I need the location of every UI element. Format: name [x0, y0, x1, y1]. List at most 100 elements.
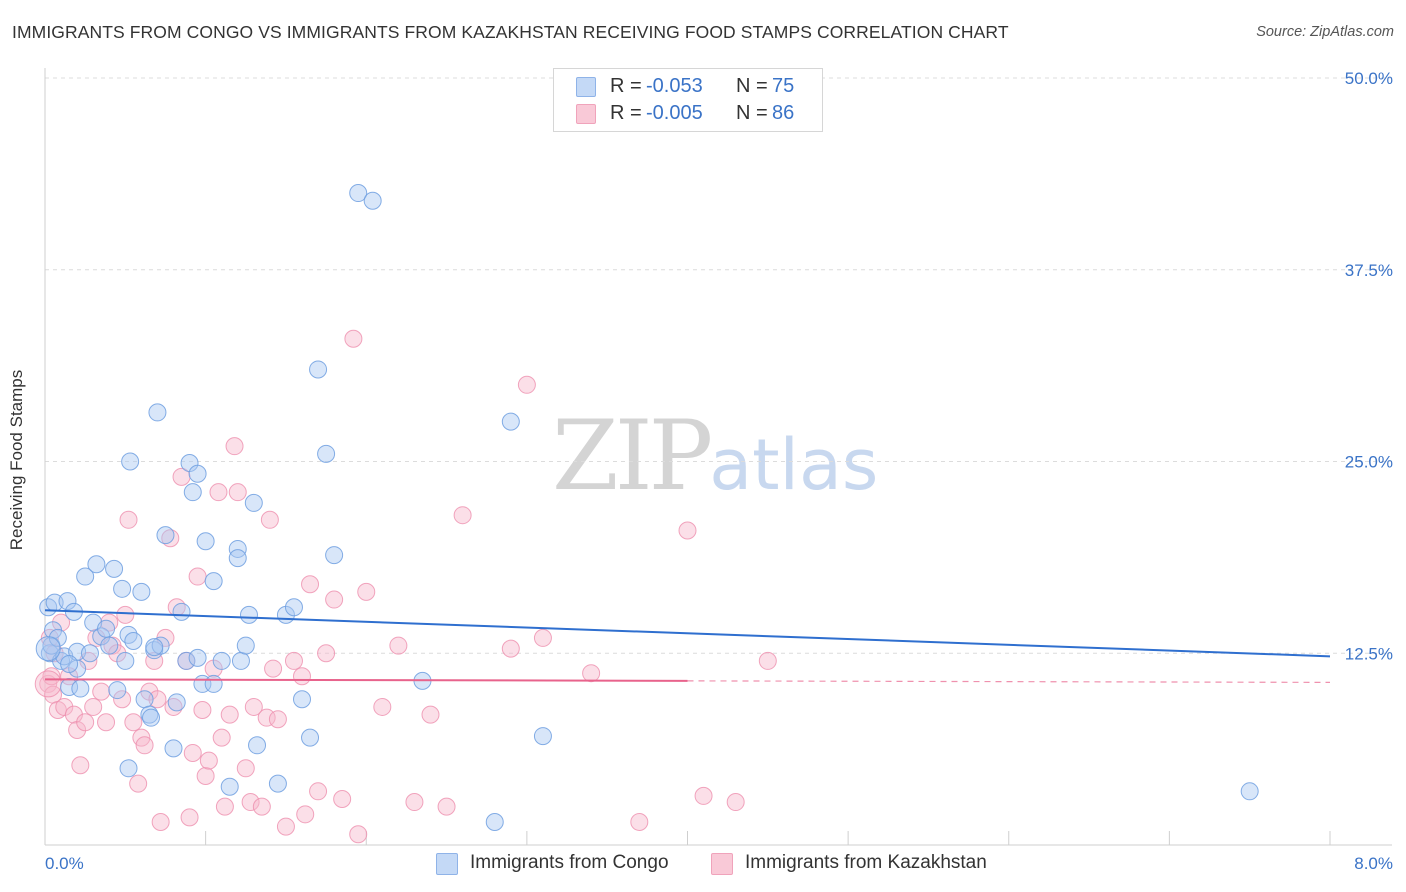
congo-point — [236, 636, 255, 655]
congo-point — [145, 638, 164, 657]
congo-point — [349, 184, 368, 203]
kazakhstan-point — [145, 651, 164, 670]
kazakhstan-point — [582, 664, 601, 683]
congo-point — [268, 774, 287, 793]
congo-point — [35, 636, 61, 662]
y-tick-label: 12.5% — [1345, 644, 1393, 663]
congo-point — [124, 631, 143, 650]
congo-point — [325, 546, 344, 565]
legend-r-value: -0.005 — [646, 102, 703, 124]
kazakhstan-point — [113, 690, 132, 709]
congo-point — [132, 582, 151, 601]
congo-point — [317, 444, 336, 463]
congo-point — [363, 191, 382, 210]
y-tick-label: 50.0% — [1345, 69, 1393, 88]
congo-point — [119, 625, 138, 644]
legend-n-label: N = — [736, 102, 768, 124]
kazakhstan-point — [758, 651, 777, 670]
congo-point — [151, 636, 170, 655]
congo-point — [204, 674, 223, 693]
congo-point — [172, 602, 191, 621]
kazakhstan-point — [241, 793, 260, 812]
congo-point — [164, 739, 183, 758]
kazakhstan-point — [209, 483, 228, 502]
kazakhstan-point — [199, 751, 218, 770]
kazakhstan-point — [257, 708, 276, 727]
congo-point — [228, 539, 247, 558]
watermark-zip: ZIP — [552, 400, 713, 512]
y-tick-label: 37.5% — [1345, 261, 1393, 280]
kazakhstan-point — [212, 728, 231, 747]
congo-point — [244, 493, 263, 512]
kazakhstan-point — [437, 797, 456, 816]
kazakhstan-point — [373, 697, 392, 716]
congo-point — [183, 483, 202, 502]
kazakhstan-point — [389, 636, 408, 655]
congo-point — [142, 708, 161, 727]
congo-point — [309, 360, 328, 379]
kazakhstan-point — [726, 793, 745, 812]
y-tick-label: 25.0% — [1345, 453, 1393, 472]
kazakhstan-point — [84, 697, 103, 716]
kazakhstan-point — [116, 605, 135, 624]
congo-point — [135, 690, 154, 709]
kazakhstan-point — [76, 713, 95, 732]
kazakhstan-point — [180, 808, 199, 827]
x-tick-label: 8.0% — [1354, 854, 1393, 873]
kazakhstan-point — [119, 510, 138, 529]
kazakhstan-point — [183, 743, 202, 762]
kazakhstan-point — [92, 682, 111, 701]
kazakhstan-point — [349, 825, 368, 844]
tick-labels: 12.5% 25.0% 37.5% 50.0% 0.0% 8.0% — [45, 69, 1393, 873]
kazakhstan-point — [129, 774, 148, 793]
congo-point — [533, 727, 552, 746]
congo-point — [76, 567, 95, 586]
congo-point — [48, 628, 67, 647]
kazakhstan-point — [236, 759, 255, 778]
kazakhstan-point — [317, 644, 336, 663]
kazakhstan-point — [220, 705, 239, 724]
congo-point — [501, 412, 520, 431]
congo-point — [228, 549, 247, 568]
kazakhstan-point — [333, 789, 352, 808]
kazakhstan-point — [34, 670, 62, 698]
congo-points — [35, 184, 1259, 831]
kazakhstan-point — [71, 756, 90, 775]
congo-point — [113, 579, 132, 598]
congo-point — [100, 636, 119, 655]
kazakhstan-point — [193, 701, 212, 720]
congo-point — [167, 693, 186, 712]
x-tick-label: 0.0% — [45, 854, 84, 873]
congo-swatch — [436, 853, 458, 875]
trend-lines — [44, 609, 1331, 683]
kazakhstan-point — [501, 639, 520, 658]
congo-point — [196, 532, 215, 551]
kazakhstan-point — [188, 567, 207, 586]
kazakhstan-point — [517, 375, 536, 394]
congo-point — [188, 464, 207, 483]
congo-point — [60, 654, 79, 673]
kazakhstan-trend-line — [44, 678, 688, 682]
congo-point — [108, 681, 127, 700]
y-axis-label: Receiving Food Stamps — [7, 369, 26, 551]
kazakhstan-point — [357, 582, 376, 601]
chart-title: IMMIGRANTS FROM CONGO VS IMMIGRANTS FROM… — [12, 22, 1009, 42]
congo-point — [301, 728, 320, 747]
kazakhstan-point — [135, 736, 154, 755]
kazakhstan-point — [421, 705, 440, 724]
kazakhstan-point — [301, 575, 320, 594]
congo-point — [293, 690, 311, 709]
congo-point — [71, 679, 90, 698]
kazakhstan-point — [264, 659, 283, 678]
kazakhstan-point — [42, 667, 61, 686]
congo-point — [239, 605, 258, 624]
kazakhstan-point — [293, 667, 311, 686]
kazakhstan-point — [97, 713, 116, 732]
congo-point — [204, 572, 223, 591]
kazakhstan-point — [55, 697, 74, 716]
congo-trend-line — [44, 609, 1331, 658]
kazakhstan-point — [244, 697, 263, 716]
legend-n-value: 86 — [772, 102, 795, 124]
congo-swatch — [576, 77, 596, 97]
congo-point — [284, 598, 303, 617]
